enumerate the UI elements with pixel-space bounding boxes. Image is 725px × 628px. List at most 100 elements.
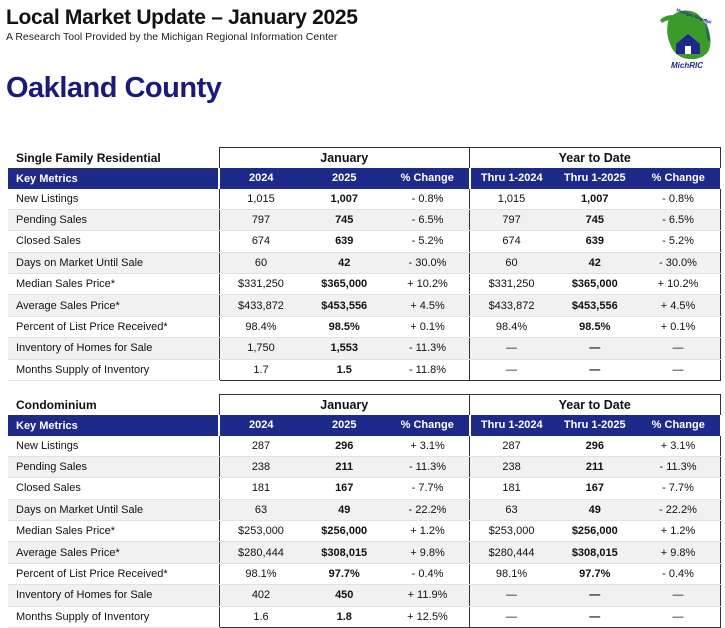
cell-metric: Days on Market Until Sale: [8, 499, 219, 522]
cell-thru-2025: $308,015: [553, 541, 637, 564]
cell-pct-change: - 11.3%: [386, 456, 470, 479]
cell-2024: 1.6: [218, 606, 303, 628]
group-header-row: Single Family Residential January Year t…: [8, 147, 721, 169]
section-title: Single Family Residential: [8, 147, 219, 169]
cell-pct-change: - 30.0%: [386, 252, 470, 275]
table-row: Average Sales Price* $280,444 $308,015 + 9.…: [8, 541, 721, 564]
cell-metric: Pending Sales: [8, 456, 219, 479]
section-condominium: Condominium January Year to Date Key Met…: [8, 394, 721, 628]
cell-thru-2024: $280,444: [469, 541, 554, 564]
table-row: Median Sales Price* $331,250 $365,000 + 10.…: [8, 273, 721, 296]
col-key-metrics: Key Metrics: [8, 415, 219, 436]
cell-pct-change-ytd: + 0.1%: [636, 316, 721, 339]
cell-thru-2025: 98.5%: [553, 316, 637, 339]
svg-text:Information: Information: [703, 18, 712, 41]
cell-thru-2025: 97.7%: [553, 563, 637, 586]
condominium-table: Condominium January Year to Date Key Met…: [8, 394, 721, 628]
cell-thru-2025: 42: [553, 252, 637, 275]
cell-metric: Inventory of Homes for Sale: [8, 337, 219, 360]
table-row: Pending Sales 797 745- 6.5% 797 745- 6.5%: [8, 209, 721, 232]
cell-thru-2024: 63: [469, 499, 554, 522]
cell-metric: Closed Sales: [8, 477, 219, 500]
cell-pct-change-ytd: + 4.5%: [636, 294, 721, 317]
cell-2024: 1,750: [218, 337, 303, 360]
col-pct-change-ytd: % Change: [636, 168, 721, 189]
cell-2025: 296: [302, 435, 386, 457]
cell-pct-change-ytd: —: [636, 359, 721, 382]
cell-thru-2025: 211: [553, 456, 637, 479]
cell-2025: $365,000: [302, 273, 386, 296]
cell-metric: Average Sales Price*: [8, 294, 219, 317]
cell-pct-change-ytd: —: [636, 337, 721, 360]
cell-thru-2024: 1,015: [469, 188, 554, 210]
table-row: Months Supply of Inventory 1.6 1.8 + 12.5% —…: [8, 606, 721, 628]
col-2024: 2024: [218, 168, 303, 189]
cell-pct-change: - 11.3%: [386, 337, 470, 360]
cell-metric: Median Sales Price*: [8, 273, 219, 296]
column-header-row: Key Metrics 2024 2025 % Change Thru 1-20…: [8, 415, 721, 436]
cell-thru-2025: $365,000: [553, 273, 637, 296]
cell-2024: $433,872: [218, 294, 303, 317]
cell-2024: $331,250: [218, 273, 303, 296]
cell-thru-2024: 287: [469, 435, 554, 457]
cell-pct-change-ytd: - 22.2%: [636, 499, 721, 522]
cell-thru-2024: 797: [469, 209, 554, 232]
cell-thru-2024: —: [469, 359, 554, 382]
cell-pct-change: + 4.5%: [386, 294, 470, 317]
cell-metric: New Listings: [8, 188, 219, 210]
cell-2024: 63: [218, 499, 303, 522]
house-icon: [676, 34, 700, 54]
group-header-row: Condominium January Year to Date: [8, 394, 721, 416]
section-single-family: Single Family Residential January Year t…: [8, 147, 721, 382]
table-row: Pending Sales 238 211- 11.3% 238 211- 11.3%: [8, 456, 721, 479]
cell-2025: $453,556: [302, 294, 386, 317]
cell-pct-change-ytd: + 10.2%: [636, 273, 721, 296]
cell-2024: 287: [218, 435, 303, 457]
cell-metric: Days on Market Until Sale: [8, 252, 219, 275]
county-title: Oakland County: [6, 72, 222, 104]
table-row: Closed Sales 674 639- 5.2% 674 639- 5.2%: [8, 230, 721, 253]
group-year-to-date: Year to Date: [469, 147, 721, 168]
cell-pct-change: - 11.8%: [386, 359, 470, 382]
cell-pct-change-ytd: - 30.0%: [636, 252, 721, 275]
cell-thru-2025: 167: [553, 477, 637, 500]
table-row: Percent of List Price Received* 98.4% 98.5…: [8, 316, 721, 339]
col-pct-change-ytd: % Change: [636, 415, 721, 436]
cell-thru-2025: 49: [553, 499, 637, 522]
cell-2024: 797: [218, 209, 303, 232]
cell-thru-2024: —: [469, 606, 554, 628]
table-row: Days on Market Until Sale 63 49- 22.2% 63 49…: [8, 499, 721, 522]
cell-pct-change-ytd: - 7.7%: [636, 477, 721, 500]
cell-2024: 402: [218, 584, 303, 607]
cell-2024: $280,444: [218, 541, 303, 564]
cell-pct-change: - 6.5%: [386, 209, 470, 232]
cell-2024: 674: [218, 230, 303, 253]
cell-2024: 60: [218, 252, 303, 275]
table-row: Inventory of Homes for Sale 402 450 + 11.9%…: [8, 584, 721, 607]
michric-logo: Michigan Regional Information MichRIC: [660, 7, 712, 70]
col-2025: 2025: [302, 415, 386, 436]
cell-2025: 1.5: [302, 359, 386, 382]
cell-2024: 181: [218, 477, 303, 500]
cell-metric: Average Sales Price*: [8, 541, 219, 564]
cell-thru-2025: 1,007: [553, 188, 637, 210]
cell-2024: 1,015: [218, 188, 303, 210]
logo-wordmark: MichRIC: [671, 61, 703, 70]
group-january: January: [218, 147, 470, 168]
cell-pct-change: + 10.2%: [386, 273, 470, 296]
table-row: Median Sales Price* $253,000 $256,000 + 1.2…: [8, 520, 721, 543]
report-subtitle: A Research Tool Provided by the Michigan…: [6, 31, 338, 43]
cell-pct-change: - 22.2%: [386, 499, 470, 522]
cell-thru-2024: $433,872: [469, 294, 554, 317]
col-thru-2025: Thru 1-2025: [553, 168, 637, 189]
single-family-table: Single Family Residential January Year t…: [8, 147, 721, 382]
table-row: Average Sales Price* $433,872 $453,556 + 4.…: [8, 294, 721, 317]
cell-thru-2024: 98.1%: [469, 563, 554, 586]
cell-2025: 42: [302, 252, 386, 275]
cell-2025: 1,007: [302, 188, 386, 210]
cell-thru-2025: 296: [553, 435, 637, 457]
cell-metric: Percent of List Price Received*: [8, 316, 219, 339]
cell-pct-change: - 5.2%: [386, 230, 470, 253]
cell-2024: 98.1%: [218, 563, 303, 586]
report-title: Local Market Update – January 2025: [6, 6, 358, 29]
